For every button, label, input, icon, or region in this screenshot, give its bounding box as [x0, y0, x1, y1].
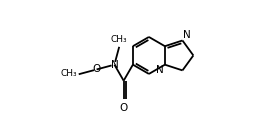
Text: O: O — [120, 103, 128, 113]
Text: O: O — [93, 64, 101, 74]
Text: CH₃: CH₃ — [111, 35, 128, 44]
Text: CH₃: CH₃ — [61, 69, 77, 78]
Text: N: N — [183, 30, 191, 40]
Text: N: N — [157, 65, 164, 75]
Text: N: N — [111, 60, 118, 70]
